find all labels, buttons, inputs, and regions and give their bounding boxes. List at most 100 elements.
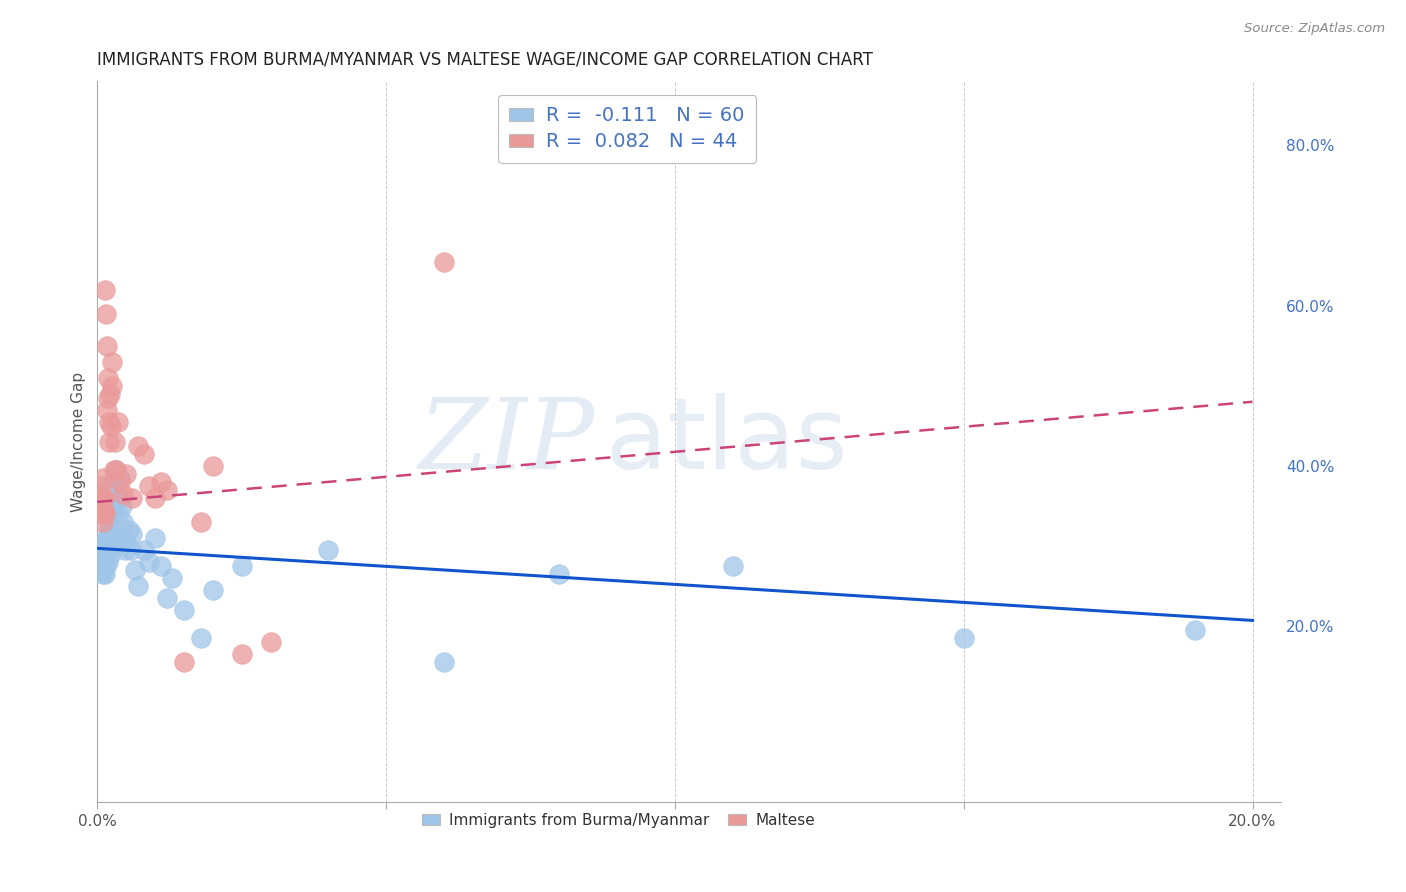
Point	[107, 507, 129, 521]
Point	[89, 487, 111, 501]
Point	[127, 579, 149, 593]
Point	[96, 543, 118, 558]
Point	[173, 603, 195, 617]
Point	[548, 566, 571, 581]
Point	[91, 566, 114, 581]
Point	[132, 543, 155, 558]
Point	[100, 418, 122, 433]
Y-axis label: Wage/Income Gap: Wage/Income Gap	[72, 372, 86, 512]
Point	[201, 458, 224, 473]
Point	[93, 555, 115, 569]
Point	[90, 507, 112, 521]
Point	[127, 439, 149, 453]
Point	[97, 523, 120, 537]
Point	[94, 535, 117, 549]
Point	[96, 402, 118, 417]
Point	[103, 463, 125, 477]
Point	[138, 555, 160, 569]
Point	[110, 475, 132, 489]
Point	[93, 503, 115, 517]
Point	[101, 475, 124, 489]
Point	[94, 551, 117, 566]
Point	[190, 631, 212, 645]
Point	[721, 558, 744, 573]
Point	[101, 523, 124, 537]
Point	[97, 555, 120, 569]
Point	[101, 354, 124, 368]
Point	[121, 527, 143, 541]
Point	[107, 491, 129, 505]
Point	[94, 543, 117, 558]
Text: atlas: atlas	[606, 393, 848, 491]
Point	[118, 523, 141, 537]
Point	[91, 491, 114, 505]
Point	[143, 491, 166, 505]
Point	[156, 591, 179, 605]
Point	[124, 563, 146, 577]
Point	[89, 495, 111, 509]
Point	[231, 558, 253, 573]
Point	[190, 515, 212, 529]
Point	[104, 463, 127, 477]
Point	[112, 515, 135, 529]
Point	[89, 558, 111, 573]
Point	[93, 491, 115, 505]
Point	[107, 415, 129, 429]
Point	[94, 307, 117, 321]
Point	[97, 391, 120, 405]
Point	[162, 571, 184, 585]
Point	[94, 507, 117, 521]
Point	[173, 655, 195, 669]
Point	[138, 479, 160, 493]
Point	[112, 487, 135, 501]
Point	[433, 655, 456, 669]
Point	[91, 547, 114, 561]
Point	[433, 254, 456, 268]
Point	[149, 558, 172, 573]
Point	[103, 499, 125, 513]
Point	[98, 511, 121, 525]
Text: IMMIGRANTS FROM BURMA/MYANMAR VS MALTESE WAGE/INCOME GAP CORRELATION CHART: IMMIGRANTS FROM BURMA/MYANMAR VS MALTESE…	[97, 51, 873, 69]
Point	[97, 539, 120, 553]
Point	[96, 339, 118, 353]
Point	[318, 543, 340, 558]
Point	[143, 531, 166, 545]
Point	[87, 543, 110, 558]
Point	[104, 483, 127, 497]
Point	[90, 555, 112, 569]
Point	[115, 467, 138, 481]
Point	[156, 483, 179, 497]
Point	[90, 479, 112, 493]
Text: ZIP: ZIP	[419, 394, 595, 490]
Point	[114, 543, 136, 558]
Point	[259, 635, 281, 649]
Point	[101, 507, 124, 521]
Point	[149, 475, 172, 489]
Point	[97, 370, 120, 384]
Point	[1184, 623, 1206, 637]
Point	[89, 551, 111, 566]
Point	[121, 491, 143, 505]
Point	[97, 415, 120, 429]
Point	[115, 535, 138, 549]
Point	[94, 558, 117, 573]
Point	[91, 563, 114, 577]
Point	[98, 531, 121, 545]
Point	[104, 463, 127, 477]
Point	[104, 434, 127, 449]
Point	[98, 434, 121, 449]
Point	[91, 471, 114, 485]
Point	[94, 566, 117, 581]
Point	[110, 499, 132, 513]
Point	[94, 283, 117, 297]
Point	[91, 543, 114, 558]
Point	[201, 582, 224, 597]
Point	[97, 527, 120, 541]
Point	[96, 531, 118, 545]
Point	[101, 378, 124, 392]
Point	[93, 539, 115, 553]
Point	[231, 647, 253, 661]
Point	[110, 471, 132, 485]
Text: Source: ZipAtlas.com: Source: ZipAtlas.com	[1244, 22, 1385, 36]
Point	[111, 531, 134, 545]
